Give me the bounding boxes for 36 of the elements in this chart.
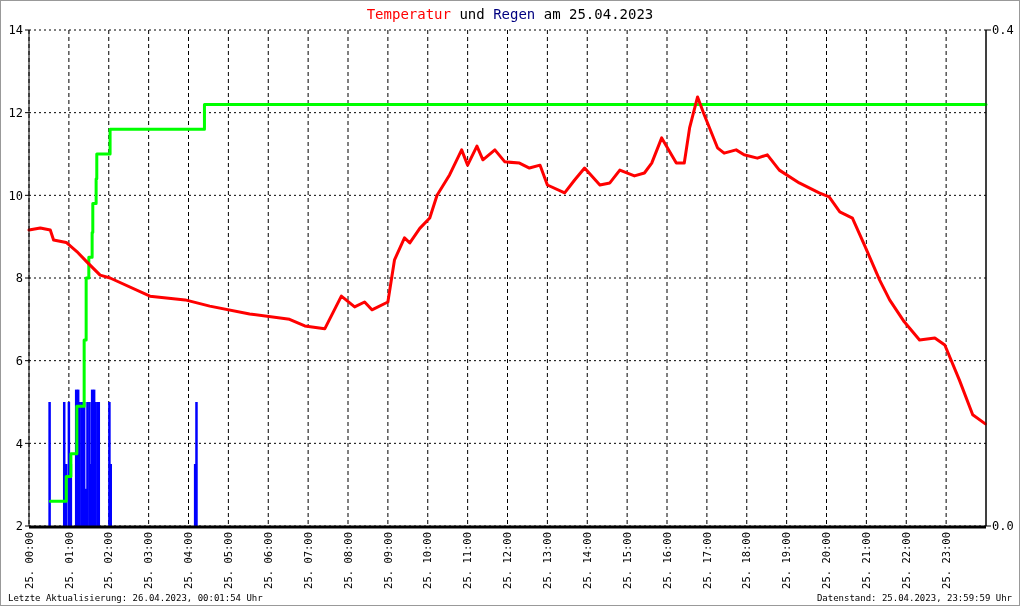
y-tick-label: 2 [15,519,23,534]
y-tick-label: 14 [8,23,23,38]
x-tick-label: 25. 22:00 [899,532,912,589]
y-tick-label: 4 [15,436,23,451]
x-tick-label: 25. 04:00 [182,532,195,589]
x-tick-label: 25. 10:00 [421,532,434,589]
x-tick-label: 25. 17:00 [700,532,713,589]
x-tick-label: 25. 09:00 [381,532,394,589]
chart-title: Temperatur und Regen am 25.04.2023 [366,6,654,22]
x-tick-label: 25. 15:00 [620,532,633,589]
y-tick-label: 8 [15,271,23,286]
y-tick-label: 6 [15,353,23,368]
x-tick-label: 25. 08:00 [341,532,354,589]
x-tick-label: 25. 18:00 [740,532,753,589]
x-tick-label: 25. 23:00 [939,532,952,589]
x-tick-label: 25. 01:00 [62,532,75,589]
x-tick-label: 25. 19:00 [780,532,793,589]
x-tick-label: 25. 14:00 [580,532,593,589]
x-tick-label: 25. 12:00 [501,532,514,589]
x-tick-label: 25. 03:00 [142,532,155,589]
y-tick-label: 12 [8,105,23,120]
x-tick-label: 25. 07:00 [301,532,314,589]
x-tick-label: 25. 13:00 [541,532,554,589]
y2-tick-label: 0.4 [992,23,1014,38]
text: Datenstand: 25.04.2023, 23:59:59 Uhr [816,593,1013,603]
x-tick-label: 25. 02:00 [102,532,115,589]
x-tick-label: 25. 21:00 [860,532,873,589]
x-tick-label: 25. 05:00 [222,532,235,589]
x-tick-label: 25. 00:00 [22,532,35,589]
x-tick-label: 25. 06:00 [261,532,274,589]
text: Letzte Aktualisierung: 26.04.2023, 00:01:54 Uhr [8,593,264,603]
y-tick-label: 10 [8,188,23,203]
x-tick-label: 25. 11:00 [461,532,474,589]
y2-tick-label: 0.0 [992,519,1014,534]
x-tick-label: 25. 16:00 [660,532,673,589]
x-tick-label: 25. 20:00 [820,532,833,589]
